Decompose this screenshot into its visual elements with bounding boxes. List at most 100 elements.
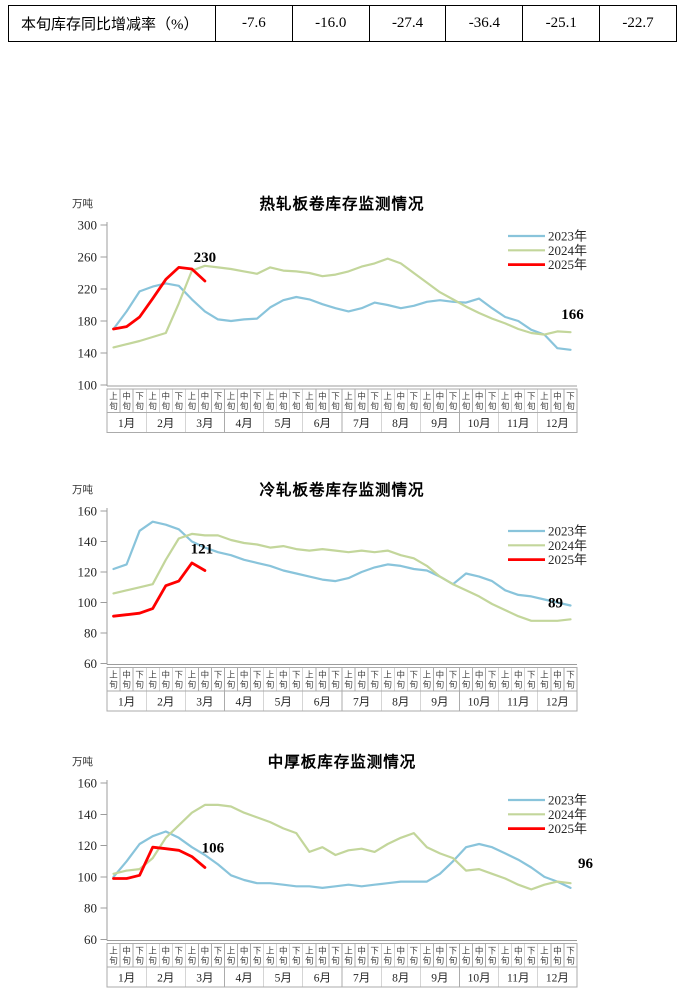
data-label-2024年: 166 [561,307,584,323]
x-axis-month-label: 6月 [314,418,331,430]
x-axis-period-label: 上 [423,670,432,680]
x-axis-period-label: 旬 [135,680,144,690]
x-axis-period-label: 旬 [122,956,131,966]
yoy-value-5: -25.1 [523,6,601,41]
x-axis-month-label: 1月 [118,973,135,985]
x-axis-period-label: 中 [396,946,405,956]
x-axis-period-label: 旬 [109,680,118,690]
x-axis-period-label: 中 [514,946,523,956]
x-axis-period-label: 旬 [553,401,562,411]
x-axis-month-label: 10月 [468,973,491,985]
x-axis-period-label: 旬 [292,956,301,966]
x-axis-period-label: 上 [109,670,118,680]
x-axis-period-label: 下 [253,946,262,956]
x-axis-period-label: 旬 [227,956,236,966]
x-axis-period-label: 旬 [566,680,575,690]
x-axis-period-label: 中 [553,946,562,956]
x-axis-period-label: 旬 [357,680,366,690]
x-axis-period-label: 旬 [488,680,497,690]
x-axis-period-label: 旬 [135,956,144,966]
x-axis-period-label: 旬 [227,401,236,411]
x-axis-month-label: 11月 [507,973,530,985]
chart-3: 万吨 中厚板库存监测情况1601401201008060上旬中旬下旬上旬中旬下旬上… [72,752,593,988]
x-axis-period-label: 旬 [410,956,419,966]
x-axis-period-label: 旬 [279,680,288,690]
series-line-2025年 [112,845,207,880]
x-axis-period-label: 上 [148,946,157,956]
yoy-value-4: -36.4 [446,6,524,41]
x-axis-period-label: 中 [475,391,484,401]
x-axis-period-label: 上 [266,670,275,680]
x-axis-period-label: 中 [201,670,210,680]
x-axis-period-label: 下 [410,391,419,401]
x-axis-month-label: 11月 [507,697,530,709]
x-axis-period-label: 旬 [383,680,392,690]
x-axis-period-label: 下 [566,946,575,956]
x-axis-period-label: 下 [292,670,301,680]
x-axis-period-label: 中 [553,670,562,680]
x-axis-period-label: 下 [488,946,497,956]
y-tick-label: 80 [84,901,97,916]
y-tick-label: 60 [84,656,97,671]
x-axis-period-label: 中 [161,946,170,956]
x-axis-period-label: 上 [227,391,236,401]
x-axis-month-label: 8月 [392,973,409,985]
x-axis-month-label: 10月 [468,418,491,430]
x-axis-period-label: 下 [527,391,536,401]
x-axis-period-label: 下 [370,391,379,401]
x-axis-period-label: 上 [109,946,118,956]
x-axis-month-label: 9月 [431,418,448,430]
x-axis-period-label: 旬 [436,401,445,411]
data-label-2024年: 89 [548,595,563,611]
x-axis-period-label: 上 [501,391,510,401]
x-axis-month-label: 7月 [353,697,370,709]
x-axis-period-label: 中 [514,670,523,680]
x-axis-month-label: 4月 [235,697,252,709]
chart-title: 中厚板库存监测情况 [268,752,417,771]
y-tick-label: 260 [78,250,98,265]
y-tick-label: 220 [78,282,98,297]
x-axis-month-label: 6月 [314,973,331,985]
series-line-2025年 [112,265,207,331]
yoy-value-3: -27.4 [370,6,447,41]
chart-2: 万吨 冷轧板卷库存监测情况1601401201008060上旬中旬下旬上旬中旬下旬… [72,480,587,712]
x-axis-period-label: 旬 [161,680,170,690]
x-axis-period-label: 中 [357,391,366,401]
y-tick-label: 160 [78,776,98,791]
x-axis-period-label: 下 [292,946,301,956]
x-axis-period-label: 旬 [488,401,497,411]
x-axis-period-label: 上 [148,670,157,680]
x-axis-month-label: 1月 [118,418,135,430]
x-axis-period-label: 下 [135,946,144,956]
x-axis-period-label: 旬 [201,956,210,966]
x-axis-month-label: 9月 [431,697,448,709]
y-tick-label: 160 [78,504,98,519]
x-axis-period-label: 中 [240,670,249,680]
x-axis-month-label: 3月 [196,973,213,985]
x-axis-period-label: 旬 [266,680,275,690]
legend-label-2025年: 2025年 [548,552,587,567]
x-axis-period-label: 旬 [436,680,445,690]
x-axis-period-label: 旬 [148,680,157,690]
x-axis-period-label: 下 [331,670,340,680]
chart-1: 万吨 热轧板卷库存监测情况300260220180140100上旬中旬下旬上旬中旬… [72,194,587,433]
x-axis-period-label: 旬 [214,401,223,411]
x-axis-period-label: 旬 [449,401,458,411]
x-axis-period-label: 中 [357,946,366,956]
data-label-2025年: 121 [191,541,214,557]
x-axis-month-cell [537,966,578,988]
x-axis-period-label: 旬 [344,680,353,690]
series-line-2024年 [112,803,572,891]
x-axis-period-label: 下 [135,670,144,680]
x-axis-period-label: 旬 [410,401,419,411]
x-axis-period-label: 旬 [292,401,301,411]
x-axis-period-label: 旬 [501,956,510,966]
x-axis-period-label: 旬 [449,956,458,966]
series-line-2023年 [112,830,572,890]
x-axis-period-label: 旬 [331,680,340,690]
x-axis-period-label: 旬 [488,956,497,966]
x-axis-period-label: 旬 [357,956,366,966]
x-axis-period-label: 中 [201,946,210,956]
yoy-row-label: 本旬库存同比增减率（%） [9,6,216,41]
